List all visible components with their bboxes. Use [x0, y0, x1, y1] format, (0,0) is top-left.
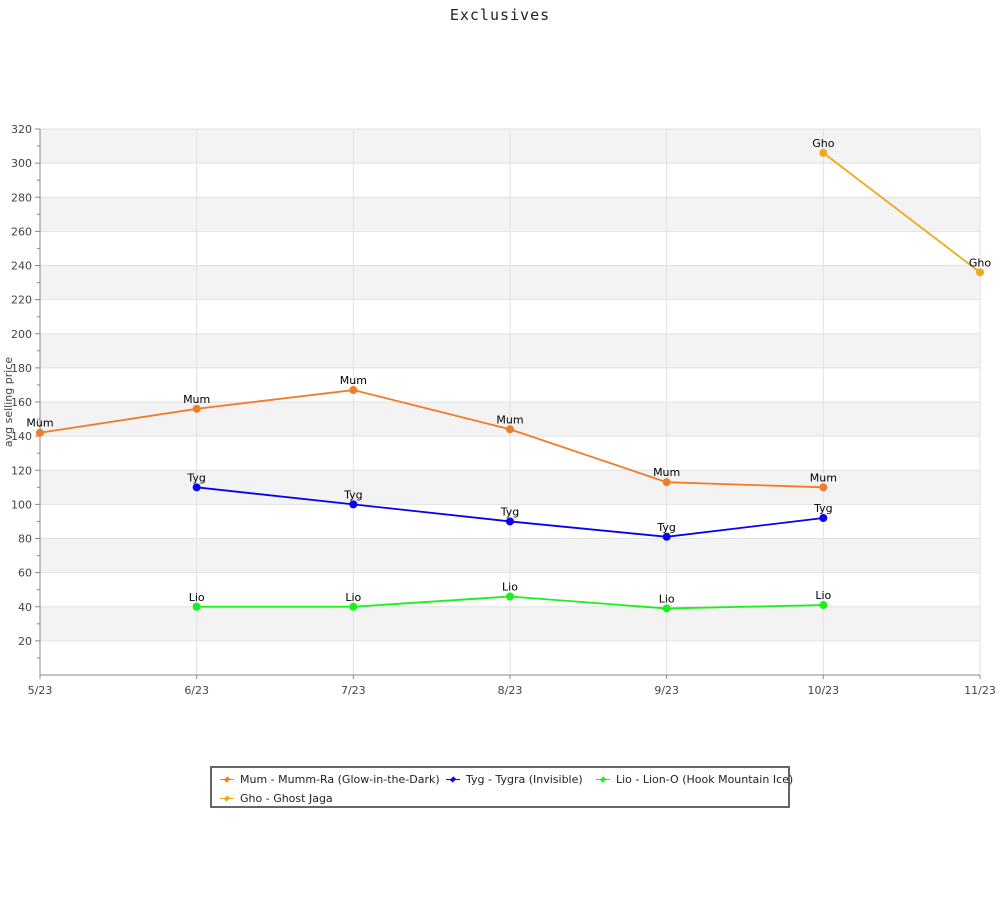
- legend-item-lio: Lio - Lion-O (Hook Mountain Ice): [596, 773, 793, 786]
- data-point-mum: [819, 483, 828, 492]
- y-tick-label: 200: [11, 328, 32, 341]
- legend-label: Lio - Lion-O (Hook Mountain Ice): [616, 773, 794, 786]
- data-label-mum: Mum: [340, 374, 367, 387]
- legend-label: Mum - Mumm-Ra (Glow-in-the-Dark): [240, 773, 440, 786]
- data-label-mum: Mum: [496, 413, 523, 426]
- data-label-mum: Mum: [810, 471, 837, 484]
- data-label-gho: Gho: [969, 256, 991, 269]
- data-point-mum: [506, 425, 514, 434]
- legend-label: Gho - Ghost Jaga: [240, 792, 333, 805]
- data-label-tyg: Tyg: [813, 502, 833, 515]
- x-tick-label: 6/23: [184, 684, 209, 697]
- data-label-mum: Mum: [26, 417, 53, 430]
- data-label-tyg: Tyg: [343, 488, 363, 501]
- data-label-lio: Lio: [659, 592, 675, 605]
- series-line-gho: [822, 152, 981, 274]
- y-axis-label: avg selling price: [2, 357, 15, 447]
- y-tick-label: 280: [11, 191, 32, 204]
- legend-label: Tyg - Tygra (Invisible): [466, 773, 583, 786]
- y-tick-label: 80: [18, 533, 32, 546]
- y-tick-label: 20: [18, 635, 32, 648]
- y-tick-label: 120: [11, 464, 32, 477]
- legend-swatch-marker: [223, 775, 231, 783]
- data-point-mum: [192, 404, 201, 413]
- legend-swatch-marker: [599, 775, 607, 783]
- x-tick-label: 9/23: [654, 684, 679, 697]
- data-label-lio: Lio: [189, 591, 205, 604]
- data-point-tyg: [349, 500, 358, 509]
- y-tick-label: 60: [18, 567, 32, 580]
- series-line-mum: [39, 389, 824, 489]
- data-label-tyg: Tyg: [186, 471, 206, 484]
- data-point-lio: [819, 601, 828, 610]
- data-label-mum: Mum: [183, 393, 210, 406]
- x-tick-label: 7/23: [341, 684, 366, 697]
- y-tick-label: 320: [11, 123, 32, 136]
- y-tick-label: 160: [11, 396, 32, 409]
- legend-swatch-mum: [220, 775, 234, 785]
- legend-swatch-marker: [223, 794, 231, 802]
- data-point-lio: [506, 592, 514, 601]
- legend-swatch-lio: [596, 775, 610, 785]
- data-label-tyg: Tyg: [656, 521, 676, 534]
- y-tick-label: 300: [11, 157, 32, 170]
- data-point-tyg: [506, 517, 514, 526]
- data-point-tyg: [819, 514, 828, 523]
- y-tick-label: 140: [11, 430, 32, 443]
- data-point-mum: [349, 386, 358, 395]
- legend: Mum - Mumm-Ra (Glow-in-the-Dark) Tyg - Ty…: [210, 766, 793, 808]
- data-label-gho: Gho: [812, 137, 834, 150]
- y-tick-label: 220: [11, 294, 32, 307]
- data-point-gho: [819, 148, 828, 157]
- x-tick-label: 8/23: [498, 684, 523, 697]
- x-tick-label: 5/23: [28, 684, 53, 697]
- data-point-lio: [192, 602, 201, 611]
- data-point-mum: [662, 478, 671, 487]
- data-label-lio: Lio: [815, 589, 831, 602]
- x-tick-label: 10/23: [807, 684, 839, 697]
- data-point-tyg: [192, 483, 201, 492]
- y-tick-label: 100: [11, 498, 32, 511]
- legend-swatch-gho: [220, 794, 234, 804]
- legend-swatch-tyg: [446, 775, 460, 785]
- legend-item-gho: Gho - Ghost Jaga: [220, 792, 333, 805]
- data-point-mum: [36, 428, 44, 437]
- y-tick-label: 240: [11, 260, 32, 273]
- y-tick-label: 40: [18, 601, 32, 614]
- data-point-lio: [349, 602, 358, 611]
- data-point-lio: [662, 604, 671, 613]
- data-point-tyg: [662, 532, 671, 541]
- data-label-lio: Lio: [502, 581, 518, 594]
- chart-title: Exclusives: [449, 6, 551, 24]
- y-tick-label: 260: [11, 225, 32, 238]
- legend-item-tyg: Tyg - Tygra (Invisible): [446, 773, 583, 786]
- data-label-lio: Lio: [345, 591, 361, 604]
- data-point-gho: [976, 268, 984, 277]
- y-tick-label: 180: [11, 362, 32, 375]
- legend-swatch-marker: [449, 775, 457, 783]
- data-label-tyg: Tyg: [500, 505, 520, 518]
- data-label-mum: Mum: [653, 466, 680, 479]
- x-tick-label: 11/23: [964, 684, 996, 697]
- legend-item-mum: Mum - Mumm-Ra (Glow-in-the-Dark): [220, 773, 440, 786]
